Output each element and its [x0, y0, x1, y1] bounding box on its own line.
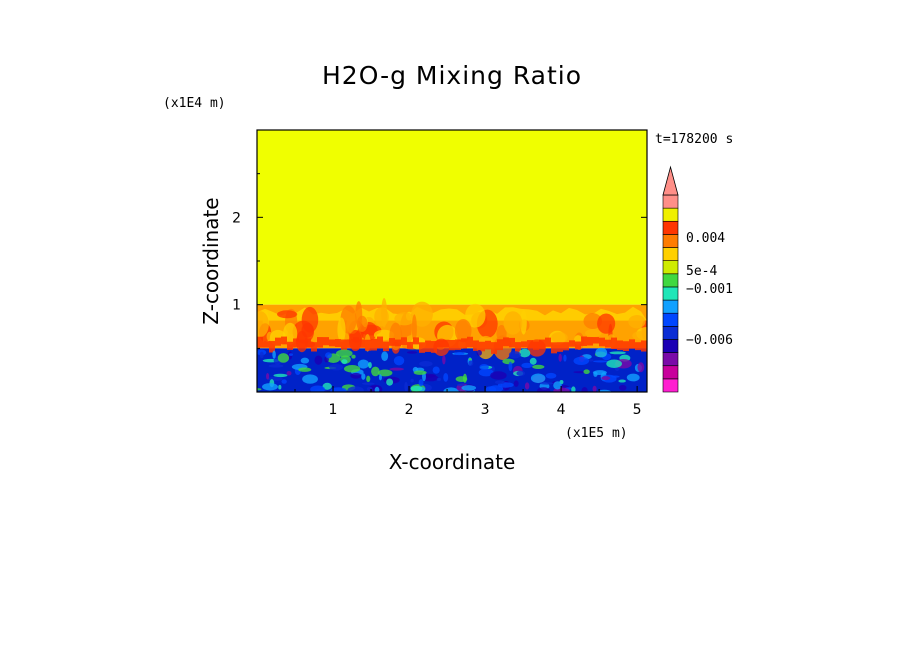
- colorbar-swatch: [662, 339, 679, 353]
- x-axis-label: X-coordinate: [389, 450, 516, 474]
- time-label: t=178200 s: [655, 132, 733, 147]
- x-tick-label: 4: [557, 402, 566, 418]
- colorbar-swatch: [662, 299, 679, 314]
- x-tick-label: 3: [481, 402, 490, 418]
- colorbar-swatch: [662, 378, 679, 393]
- chart-title: H2O-g Mixing Ratio: [322, 61, 582, 90]
- colorbar-swatch: [662, 194, 679, 209]
- colorbar-label: −0.006: [686, 333, 733, 348]
- colorbar-swatch: [662, 365, 679, 380]
- x-axis: 1 2 3 4 5: [294, 386, 642, 418]
- colorbar-label: −0.001: [686, 282, 733, 297]
- y-axis: 12: [232, 173, 647, 349]
- region-upper: [257, 130, 647, 305]
- colorbar-swatch: [662, 273, 679, 288]
- colorbar-swatch: [662, 260, 679, 275]
- x-unit-label: (x1E5 m): [565, 426, 628, 441]
- colorbar-label: 5e-4: [686, 264, 717, 279]
- colorbar-swatch: [662, 247, 679, 261]
- colorbar-swatch: [662, 352, 679, 367]
- colorbar: 0.004 5e-4 −0.001 −0.006: [662, 165, 733, 393]
- y-axis-label: Z-coordinate: [199, 197, 223, 324]
- turbulence-texture: [257, 298, 647, 392]
- x-tick-label: 5: [633, 402, 642, 418]
- y-tick-label: 2: [232, 210, 241, 226]
- colorbar-extend-arrow: [662, 165, 679, 196]
- colorbar-swatch: [662, 312, 679, 327]
- y-tick-label: 1: [232, 298, 241, 314]
- colorbar-swatch: [662, 220, 679, 235]
- colorbar-swatch: [662, 207, 679, 222]
- y-unit-label: (x1E4 m): [163, 96, 226, 111]
- colorbar-swatch: [662, 234, 679, 248]
- colorbar-swatch: [662, 326, 679, 340]
- heatmap-field: [257, 130, 647, 392]
- colorbar-swatch: [662, 286, 679, 301]
- colorbar-label: 0.004: [686, 231, 725, 246]
- x-tick-label: 1: [329, 402, 338, 418]
- x-tick-label: 2: [405, 402, 414, 418]
